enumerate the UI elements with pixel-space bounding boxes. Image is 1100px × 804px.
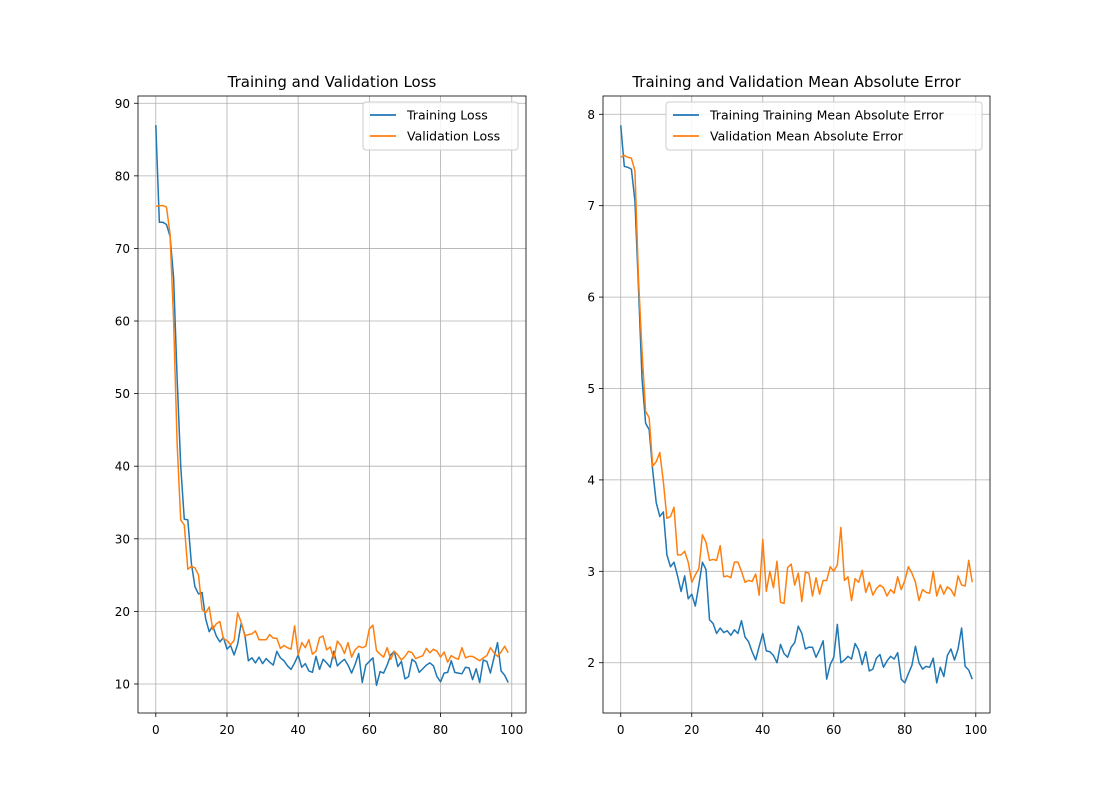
y-tick-label: 6 bbox=[587, 291, 595, 305]
legend: Training Loss Validation Loss bbox=[362, 101, 519, 151]
series-line-validation-loss bbox=[155, 204, 509, 663]
x-tick-label: 20 bbox=[219, 723, 234, 737]
y-tick-label: 2 bbox=[587, 656, 595, 670]
y-tick-label: 30 bbox=[115, 532, 130, 546]
y-tick-label: 3 bbox=[587, 565, 595, 579]
y-tick-label: 4 bbox=[587, 473, 595, 487]
legend-label: Validation Loss bbox=[407, 129, 500, 144]
legend: Training Training Mean Absolute Error Val… bbox=[665, 101, 983, 151]
series-line-validation-mean-absolute-error bbox=[620, 154, 973, 605]
legend-label: Training Training Mean Absolute Error bbox=[709, 108, 945, 123]
y-tick-label: 40 bbox=[115, 460, 130, 474]
y-tick-label: 8 bbox=[587, 108, 595, 122]
x-tick-label: 80 bbox=[433, 723, 448, 737]
x-tick-label: 60 bbox=[826, 723, 841, 737]
chart-title: Training and Validation Loss bbox=[227, 73, 437, 91]
y-tick-label: 60 bbox=[115, 315, 130, 329]
y-tick-label: 50 bbox=[115, 387, 130, 401]
x-tick-label: 60 bbox=[362, 723, 377, 737]
x-tick-label: 40 bbox=[755, 723, 770, 737]
x-tick-label: 0 bbox=[152, 723, 160, 737]
series-line-training-training-mean-absolute-error bbox=[620, 125, 973, 684]
y-tick-label: 20 bbox=[115, 605, 130, 619]
y-tick-label: 10 bbox=[115, 677, 130, 691]
x-tick-label: 100 bbox=[964, 723, 987, 737]
legend-box bbox=[362, 101, 519, 151]
legend-label: Validation Mean Absolute Error bbox=[710, 129, 904, 144]
chart-title: Training and Validation Mean Absolute Er… bbox=[631, 73, 961, 91]
legend-label: Training Loss bbox=[406, 108, 488, 123]
y-tick-label: 5 bbox=[587, 382, 595, 396]
x-tick-label: 80 bbox=[897, 723, 912, 737]
axes-frame bbox=[137, 95, 527, 714]
series-line-training-loss bbox=[155, 125, 509, 687]
y-tick-label: 7 bbox=[587, 199, 595, 213]
y-tick-label: 70 bbox=[115, 242, 130, 256]
x-tick-label: 40 bbox=[291, 723, 306, 737]
chart-panel-1: 0 20 40 60 80 100 10 20 30 40 50 60 70 80 90 Training a… bbox=[115, 73, 527, 737]
chart-panel-2: 0 20 40 60 80 100 2 3 4 5 6 7 8 Training and Validati… bbox=[587, 73, 991, 737]
axes-frame bbox=[602, 95, 991, 714]
x-tick-label: 0 bbox=[617, 723, 625, 737]
y-tick-label: 80 bbox=[115, 169, 130, 183]
x-tick-label: 20 bbox=[684, 723, 699, 737]
legend-box bbox=[665, 101, 983, 151]
x-tick-label: 100 bbox=[500, 723, 523, 737]
y-tick-label: 90 bbox=[115, 97, 130, 111]
